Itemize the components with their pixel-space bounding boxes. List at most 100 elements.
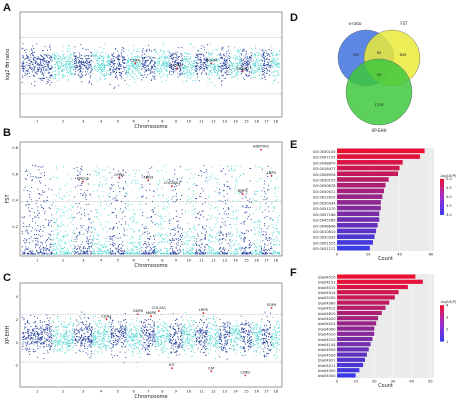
gene-label: ADIPOR2 [253, 145, 269, 149]
gene-label: COL28A1 [164, 181, 181, 185]
chromosome-tick-label: 2 [62, 390, 64, 394]
bar [337, 316, 379, 321]
chromosome-tick-label: 7 [147, 259, 149, 263]
gene-marker [244, 374, 247, 377]
x-tick-label: 50 [428, 380, 433, 384]
gene-label: SOX9 [267, 303, 277, 307]
category-label: bta04020 [318, 317, 336, 321]
bar [337, 290, 399, 295]
category-label: bta04390 [318, 327, 336, 331]
category-label: GO:0006928 [313, 173, 336, 177]
category-label: bta04810 [318, 312, 336, 316]
bar [337, 211, 380, 217]
gene-label: ERCC6 [77, 177, 90, 181]
chromosome-points-11 [195, 44, 208, 82]
bar [337, 326, 375, 331]
category-label: GO:0040011 [313, 190, 336, 194]
chromosome-tick-label: 12 [211, 259, 216, 263]
gene-marker [137, 313, 139, 316]
plot-background [337, 148, 434, 251]
category-label: GO:0051272 [313, 247, 336, 251]
x-tick-label: 10 [353, 380, 358, 384]
chromosome-points-10 [181, 42, 196, 83]
chromosome-tick-label: 1 [36, 390, 38, 394]
chromosome-points-10 [182, 168, 196, 255]
bar [337, 321, 377, 326]
legend-tick-label: 2 [446, 328, 448, 332]
category-label: GO:0016477 [313, 167, 336, 171]
x-tick-label: 30 [391, 380, 396, 384]
category-label: GO:0001525 [313, 241, 336, 245]
chromosome-tick-label: 3 [82, 120, 84, 124]
bar [337, 310, 382, 316]
gene-marker [241, 193, 244, 196]
y-axis-title: XP-EHH [5, 325, 11, 344]
plot-frame [19, 11, 283, 118]
chromosome-points-9 [168, 313, 183, 356]
bar [337, 331, 375, 336]
venn-label-xp-ehh: XP-EHH [371, 128, 386, 133]
chromosome-points-14 [229, 46, 242, 80]
chromosome-points-12 [206, 164, 220, 255]
bar [337, 148, 425, 154]
panel-letter-a: A [3, 2, 11, 14]
chromosome-points-5 [109, 313, 127, 364]
legend-tick-label: 3.0 [446, 213, 452, 217]
chromosome-points-9 [169, 166, 183, 255]
chromosome-points-16 [251, 321, 263, 356]
gene-label: LY96L [114, 173, 124, 177]
chromosome-tick-label: 18 [273, 259, 278, 263]
chromosome-points-2 [52, 314, 75, 354]
bar [337, 362, 364, 368]
gene-label: CDK6 [130, 58, 141, 62]
x-axis-title: Count [378, 383, 393, 389]
bar [337, 188, 384, 194]
bar [337, 200, 381, 205]
chromosome-points-7 [140, 318, 156, 356]
chromosome-points-17 [261, 311, 272, 358]
chromosome-tick-label: 17 [264, 120, 269, 124]
legend-title: -log10(P) [440, 174, 457, 178]
bar [337, 240, 373, 245]
chromosome-tick-label: 17 [264, 259, 269, 263]
gene-marker [147, 179, 150, 182]
chromosome-points-6 [125, 45, 142, 87]
panel-letter-e: E [290, 139, 298, 151]
bar [337, 165, 400, 171]
chromosome-tick-label: 13 [222, 390, 227, 394]
chromosome-tick-label: 1 [36, 259, 38, 263]
venn-label-x-ratio: x-ratio [348, 21, 362, 26]
legend-title: -log10(P) [440, 300, 457, 304]
x-axis-title: Chromosome [134, 263, 167, 269]
chromosome-points-13 [218, 165, 231, 255]
gene-label: KIT [169, 363, 175, 367]
legend-tick-label: 3.5 [446, 204, 452, 208]
gene-label: CDK2 [240, 370, 250, 374]
y-tick-label: -2 [14, 364, 18, 368]
gene-marker [241, 70, 244, 73]
gene-label: LBP3 [267, 171, 276, 175]
category-label: bta04510 [318, 275, 336, 279]
chromosome-tick-label: 15 [244, 390, 249, 394]
chromosome-points-6 [125, 169, 142, 255]
bar [337, 182, 386, 188]
gene-marker [118, 177, 121, 180]
gene-marker [260, 148, 262, 151]
chromosome-points-16 [251, 165, 262, 255]
category-label: GO:0050678 [313, 184, 336, 188]
gene-marker [171, 185, 173, 188]
panel-letter-c: C [3, 272, 11, 284]
chromosome-tick-label: 3 [82, 259, 84, 263]
chromosome-points-13 [218, 318, 231, 360]
chromosome-tick-label: 9 [175, 120, 178, 124]
chromosome-tick-label: 15 [244, 259, 249, 263]
gene-label: SMAD2 [236, 67, 249, 71]
bar [337, 194, 383, 199]
bar [337, 284, 408, 290]
chromosome-tick-label: 13 [222, 120, 227, 124]
x-axis-title: Count [378, 256, 393, 262]
gene-label: NOHM [206, 58, 217, 62]
y-axis-title: FST [5, 194, 11, 204]
chromosome-tick-label: 2 [62, 120, 64, 124]
